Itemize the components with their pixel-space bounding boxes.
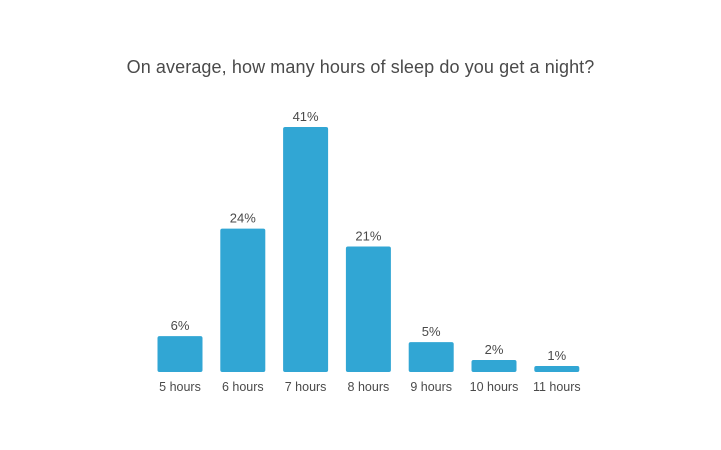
bar-5-hours: [157, 336, 203, 372]
category-label: 8 hours: [348, 380, 390, 394]
category-label: 10 hours: [470, 380, 519, 394]
value-label: 24%: [230, 211, 256, 226]
value-label: 21%: [355, 229, 381, 244]
chart-title: On average, how many hours of sleep do y…: [126, 57, 595, 77]
category-label: 5 hours: [159, 380, 201, 394]
value-label: 6%: [171, 318, 190, 333]
category-label: 7 hours: [285, 380, 327, 394]
value-label: 2%: [485, 342, 504, 357]
category-label: 9 hours: [410, 380, 452, 394]
bar-6-hours: [220, 228, 266, 372]
bar-9-hours: [408, 342, 454, 372]
value-label: 5%: [422, 324, 441, 339]
category-label: 6 hours: [222, 380, 264, 394]
value-label: 41%: [293, 109, 319, 124]
bar-10-hours: [471, 360, 517, 372]
category-label: 11 hours: [533, 380, 581, 394]
bar-8-hours: [345, 246, 391, 372]
bar-7-hours: [283, 127, 329, 372]
value-label: 1%: [547, 348, 566, 363]
bar-11-hours: [534, 366, 580, 372]
